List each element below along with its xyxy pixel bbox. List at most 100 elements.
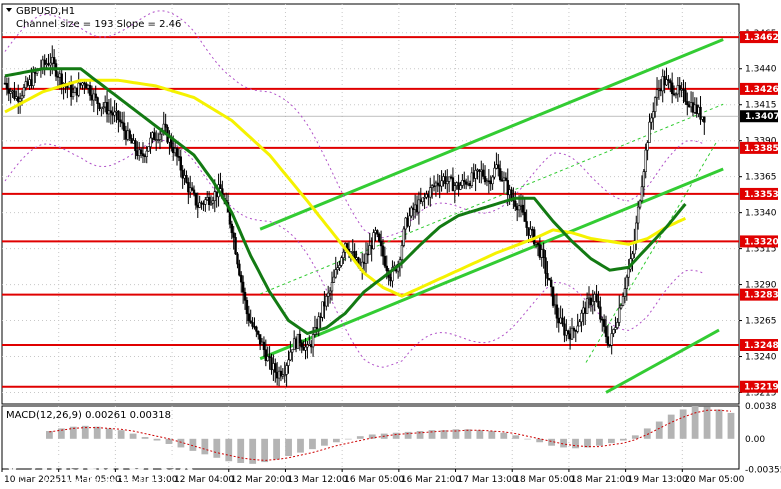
candle-bear	[141, 153, 145, 156]
macd-histogram-bar	[643, 428, 651, 439]
candle-bull	[204, 199, 207, 205]
candle-bull	[644, 149, 647, 172]
candle-bear	[83, 82, 86, 85]
candle-bear	[376, 230, 379, 235]
candle-bear	[438, 184, 441, 187]
candle-bull	[45, 63, 48, 65]
candle-bull	[342, 251, 345, 258]
level-tag-label: 1.3385	[744, 144, 779, 154]
candle-bull	[73, 87, 77, 93]
macd-histogram-bar	[572, 438, 579, 449]
macd-histogram-bar	[249, 438, 257, 464]
regression-channel-line	[259, 103, 724, 295]
channel-label: Channel size = 193 Slope = 2.46	[16, 19, 181, 30]
candle-bull	[517, 205, 521, 211]
macd-histogram-bar	[488, 431, 496, 439]
candle-bull	[283, 374, 286, 376]
candle-bear	[309, 343, 313, 348]
candle-bull	[281, 374, 285, 377]
candle-bear	[56, 76, 60, 78]
candle-bear	[498, 168, 502, 181]
candle-bull	[580, 312, 583, 323]
candle-bear	[608, 344, 612, 347]
candle-bear	[464, 181, 468, 185]
candle-bear	[463, 180, 466, 183]
candle-bull	[22, 87, 26, 97]
candle-bull	[51, 57, 54, 64]
level-tag	[740, 288, 778, 301]
candle-bull	[15, 96, 18, 99]
candle-bull	[425, 194, 428, 198]
candle-bull	[429, 187, 432, 198]
candle-bull	[11, 90, 14, 92]
macd-histogram-bar	[476, 430, 484, 439]
candle-bull	[81, 82, 84, 86]
candle-bear	[457, 182, 460, 190]
candle-bull	[610, 333, 613, 346]
candle-bear	[243, 291, 247, 301]
macd-histogram-bar	[596, 438, 603, 446]
candle-bear	[177, 156, 181, 158]
symbol-label: GBPUSD,H1	[16, 6, 75, 17]
candle-bull	[351, 251, 354, 253]
candle-bear	[536, 242, 540, 245]
macd-histogram-bar	[237, 438, 245, 463]
macd-histogram-bar	[655, 421, 663, 439]
candle-bull	[640, 186, 644, 202]
macd-signal-line	[49, 409, 731, 461]
candle-bear	[362, 261, 366, 264]
macd-histogram-bar	[440, 430, 448, 439]
candle-bear	[234, 237, 237, 255]
candle-bear	[695, 104, 698, 114]
candle-bear	[88, 85, 92, 96]
candle-bear	[523, 211, 526, 222]
candle-bear	[109, 110, 113, 114]
candle-bear	[550, 279, 553, 288]
candle-bear	[17, 96, 20, 102]
candle-bear	[120, 121, 124, 124]
candle-bull	[306, 344, 309, 348]
candle-bear	[130, 138, 133, 144]
candle-bull	[332, 276, 336, 283]
candle-bull	[646, 142, 649, 151]
level-tag-label: 1.3219	[744, 383, 779, 393]
collapse-triangle-icon[interactable]	[6, 8, 12, 12]
candle-bear	[667, 79, 670, 81]
candle-bull	[355, 257, 358, 260]
candle-bull	[653, 97, 657, 112]
macd-histogram-bar	[273, 438, 280, 460]
level-tag-label: 1.3283	[744, 291, 779, 301]
candle-bull	[540, 249, 543, 258]
candle-bull	[321, 301, 324, 318]
candle-bear	[669, 80, 672, 84]
candle-bull	[285, 365, 288, 375]
candle-bear	[236, 253, 239, 265]
candle-bear	[5, 82, 9, 90]
candle-bull	[102, 106, 105, 109]
y-tick-label: 1.3415	[745, 101, 777, 111]
candle-bull	[635, 222, 638, 242]
candle-bear	[415, 204, 419, 213]
x-tick-label: 18 Mar 05:00	[514, 475, 574, 485]
candle-bull	[408, 215, 411, 227]
candle-bear	[378, 233, 381, 242]
candle-bull	[311, 334, 315, 348]
candle-bear	[544, 257, 547, 274]
candle-bear	[117, 110, 120, 121]
candle-bear	[241, 281, 245, 293]
regression-channel-line	[259, 38, 724, 231]
candle-bear	[98, 103, 101, 109]
candle-bear	[497, 164, 500, 169]
candle-bull	[289, 351, 292, 361]
macd-histogram-bar	[727, 412, 735, 439]
candle-bull	[103, 102, 107, 108]
candle-bull	[364, 253, 368, 264]
candle-bull	[627, 268, 630, 278]
candle-bear	[527, 227, 530, 236]
candle-bear	[124, 130, 128, 140]
candle-bull	[665, 79, 668, 86]
candle-bull	[304, 346, 307, 351]
macd-histogram-bar	[356, 436, 364, 439]
candle-bull	[689, 102, 693, 108]
macd-histogram-bar	[404, 431, 412, 439]
